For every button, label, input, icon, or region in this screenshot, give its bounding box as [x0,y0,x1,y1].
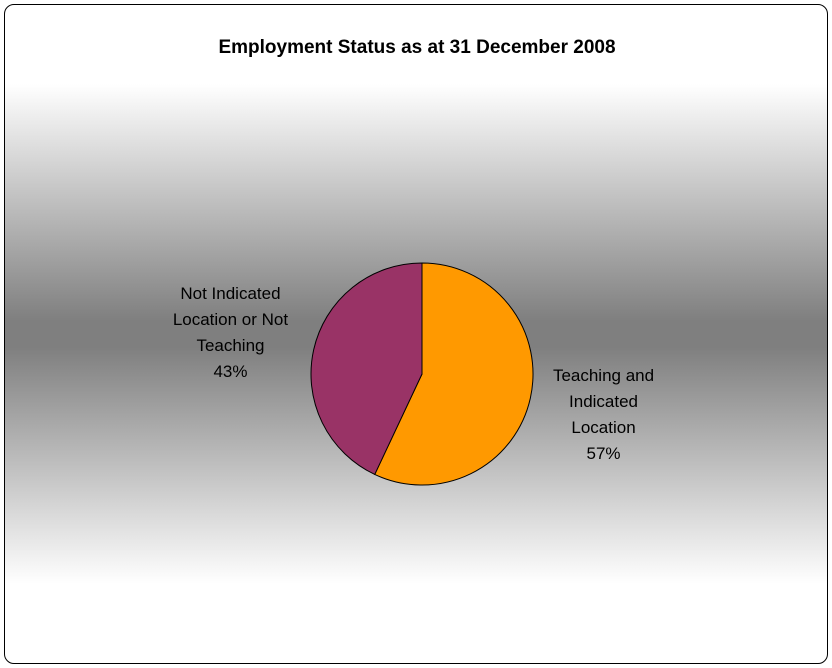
chart-title: Employment Status as at 31 December 2008 [218,37,615,58]
chart-area: Employment Status as at 31 December 2008… [4,4,828,664]
value-label: 57% [586,443,621,463]
data-label: Not Indicated Location or Not Teaching 43… [160,281,300,385]
data-label: Teaching and Indicated Location 57% [548,363,660,467]
category-label: Not Indicated Location or Not Teaching [172,284,289,356]
category-label: Teaching and Indicated Location [552,365,655,437]
pie-slice [310,262,423,476]
value-label: 43% [213,362,248,382]
chart: Employment Status as at 31 December 2008 [218,37,616,486]
pie-slice [374,262,534,486]
